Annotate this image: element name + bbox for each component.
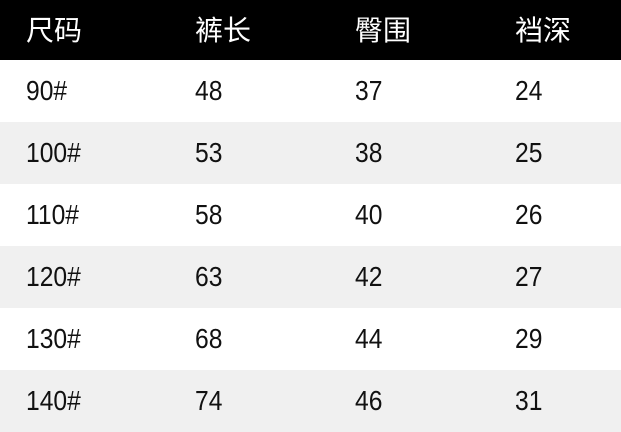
table-cell: 48 bbox=[195, 75, 223, 106]
table-cell: 120# bbox=[26, 261, 81, 292]
table-cell: 44 bbox=[355, 323, 383, 354]
header-size: 尺码 bbox=[26, 15, 83, 46]
table-cell: 29 bbox=[515, 323, 543, 354]
table-row: 110# 58 40 26 bbox=[0, 184, 621, 246]
table-cell: 130# bbox=[26, 323, 81, 354]
table-cell: 26 bbox=[515, 199, 543, 230]
header-length: 裤长 bbox=[195, 15, 252, 46]
table-cell: 37 bbox=[355, 75, 383, 106]
table-cell: 58 bbox=[195, 199, 223, 230]
table-cell: 40 bbox=[355, 199, 383, 230]
table-cell: 24 bbox=[515, 75, 543, 106]
table-cell: 90# bbox=[26, 75, 68, 106]
table-row: 100# 53 38 25 bbox=[0, 122, 621, 184]
table-row: 130# 68 44 29 bbox=[0, 308, 621, 370]
table-cell: 74 bbox=[195, 385, 223, 416]
table-cell: 100# bbox=[26, 137, 81, 168]
header-rise: 裆深 bbox=[515, 15, 572, 46]
table-cell: 110# bbox=[26, 199, 79, 230]
table-row: 140# 74 46 31 bbox=[0, 370, 621, 432]
table-cell: 140# bbox=[26, 385, 81, 416]
table-cell: 46 bbox=[355, 385, 383, 416]
table-cell: 68 bbox=[195, 323, 223, 354]
table-cell: 27 bbox=[515, 261, 543, 292]
table-cell: 42 bbox=[355, 261, 383, 292]
table-header: 尺码 裤长 臀围 裆深 bbox=[0, 0, 621, 60]
header-hip: 臀围 bbox=[355, 15, 412, 46]
table-cell: 25 bbox=[515, 137, 543, 168]
table-row: 120# 63 42 27 bbox=[0, 246, 621, 308]
table-cell: 63 bbox=[195, 261, 223, 292]
table-cell: 53 bbox=[195, 137, 223, 168]
table-cell: 31 bbox=[515, 385, 543, 416]
table-cell: 38 bbox=[355, 137, 383, 168]
table-row: 90# 48 37 24 bbox=[0, 60, 621, 122]
